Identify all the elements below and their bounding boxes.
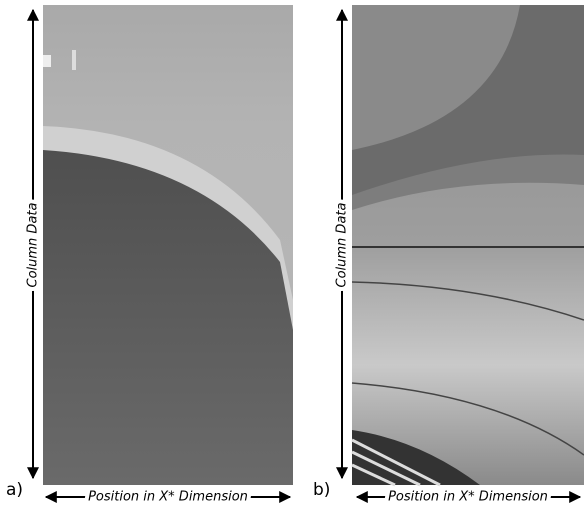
y-axis-label: Column Data xyxy=(26,202,41,287)
x-axis-label: Position in X* Dimension xyxy=(388,490,548,505)
panel-label: b) xyxy=(313,480,330,500)
panel-label: a) xyxy=(6,480,23,500)
panel-a-image xyxy=(43,5,293,485)
x-axis-label: Position in X* Dimension xyxy=(88,490,248,505)
y-axis-label: Column Data xyxy=(335,202,350,287)
panel-b-image xyxy=(351,5,584,487)
